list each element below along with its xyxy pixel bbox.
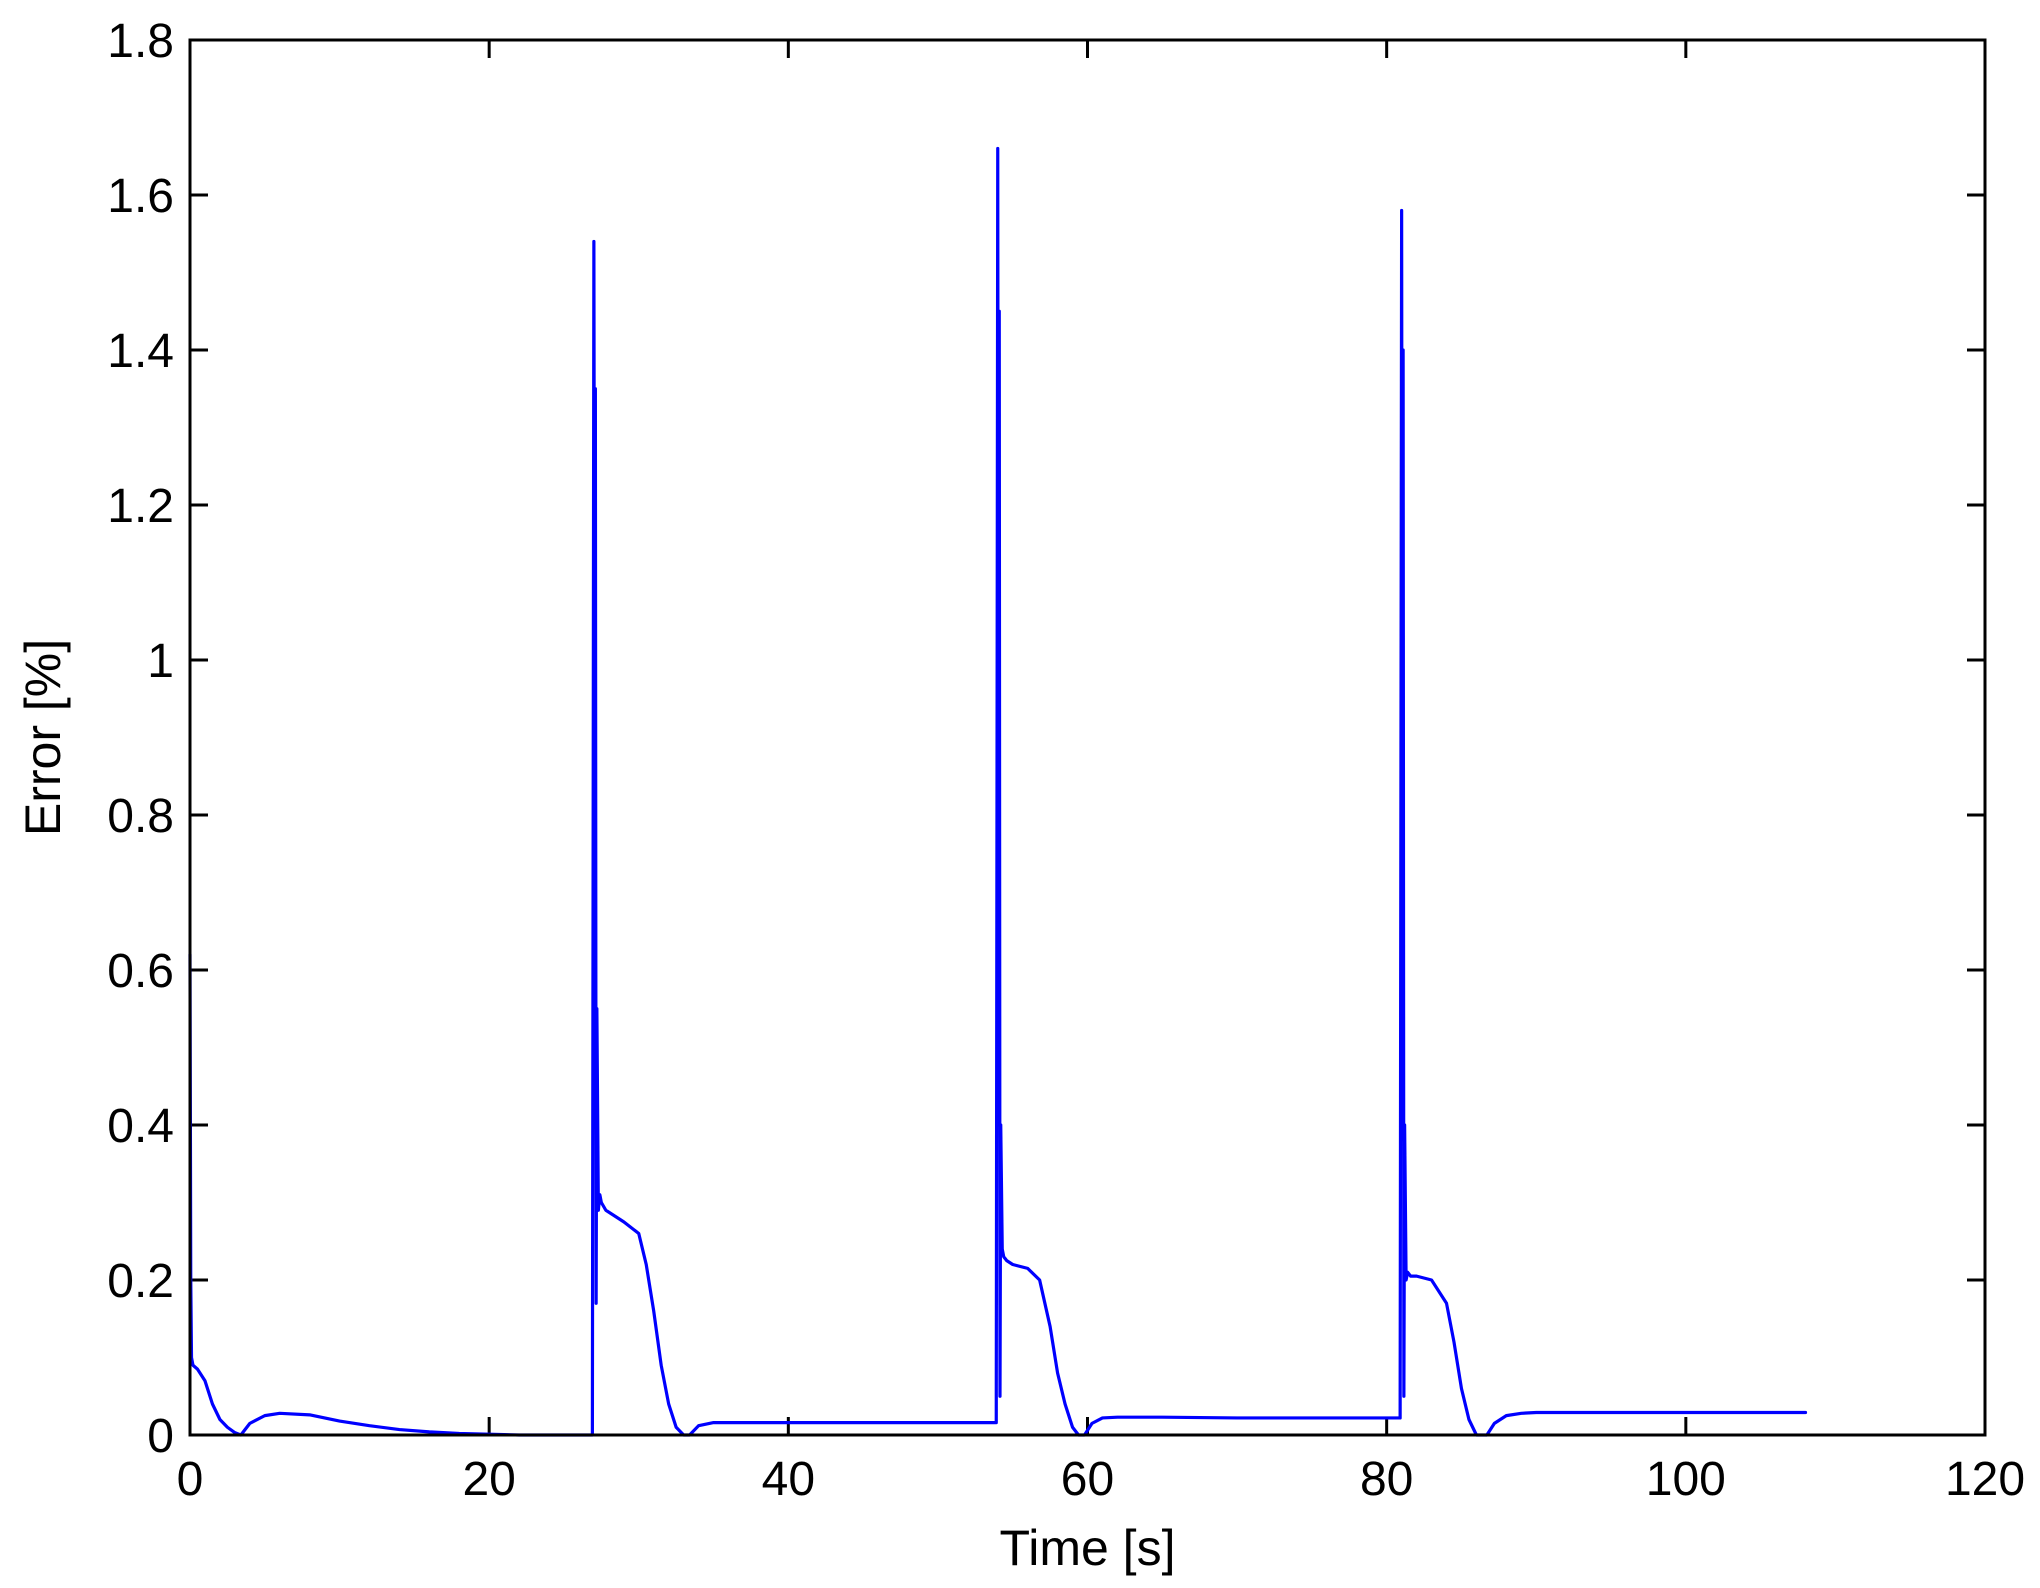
- x-tick-labels: 0 20 40 60 80 100 120: [177, 1453, 2025, 1506]
- y-tick-label: 0.4: [107, 1100, 174, 1153]
- y-tick-label: 0.2: [107, 1255, 174, 1308]
- y-tick-label: 0: [147, 1410, 174, 1463]
- y-tick-labels: 0 0.2 0.4 0.6 0.8 1 1.2 1.4 1.6 1.8: [107, 15, 174, 1463]
- error-series-line: [188, 146, 1808, 1437]
- x-axis-label: Time [s]: [1000, 1520, 1176, 1576]
- x-tick-label: 60: [1061, 1453, 1114, 1506]
- y-tick-label: 1.4: [107, 325, 174, 378]
- y-tick-label: 0.8: [107, 790, 174, 843]
- plot-frame: [188, 38, 1987, 1437]
- series-layer: [188, 146, 1808, 1437]
- x-tick-label: 100: [1646, 1453, 1726, 1506]
- y-tick-label: 1: [147, 635, 174, 688]
- y-tick-label: 1.6: [107, 170, 174, 223]
- x-tick-label: 40: [762, 1453, 815, 1506]
- y-tick-label: 0.6: [107, 945, 174, 998]
- plot-background: [190, 40, 1985, 1435]
- y-tick-label: 1.8: [107, 15, 174, 68]
- y-tick-label: 1.2: [107, 480, 174, 533]
- x-tick-label: 0: [177, 1453, 204, 1506]
- x-tick-label: 20: [462, 1453, 515, 1506]
- x-tick-label: 80: [1360, 1453, 1413, 1506]
- x-tick-label: 120: [1945, 1453, 2025, 1506]
- y-axis-label: Error [%]: [15, 639, 71, 836]
